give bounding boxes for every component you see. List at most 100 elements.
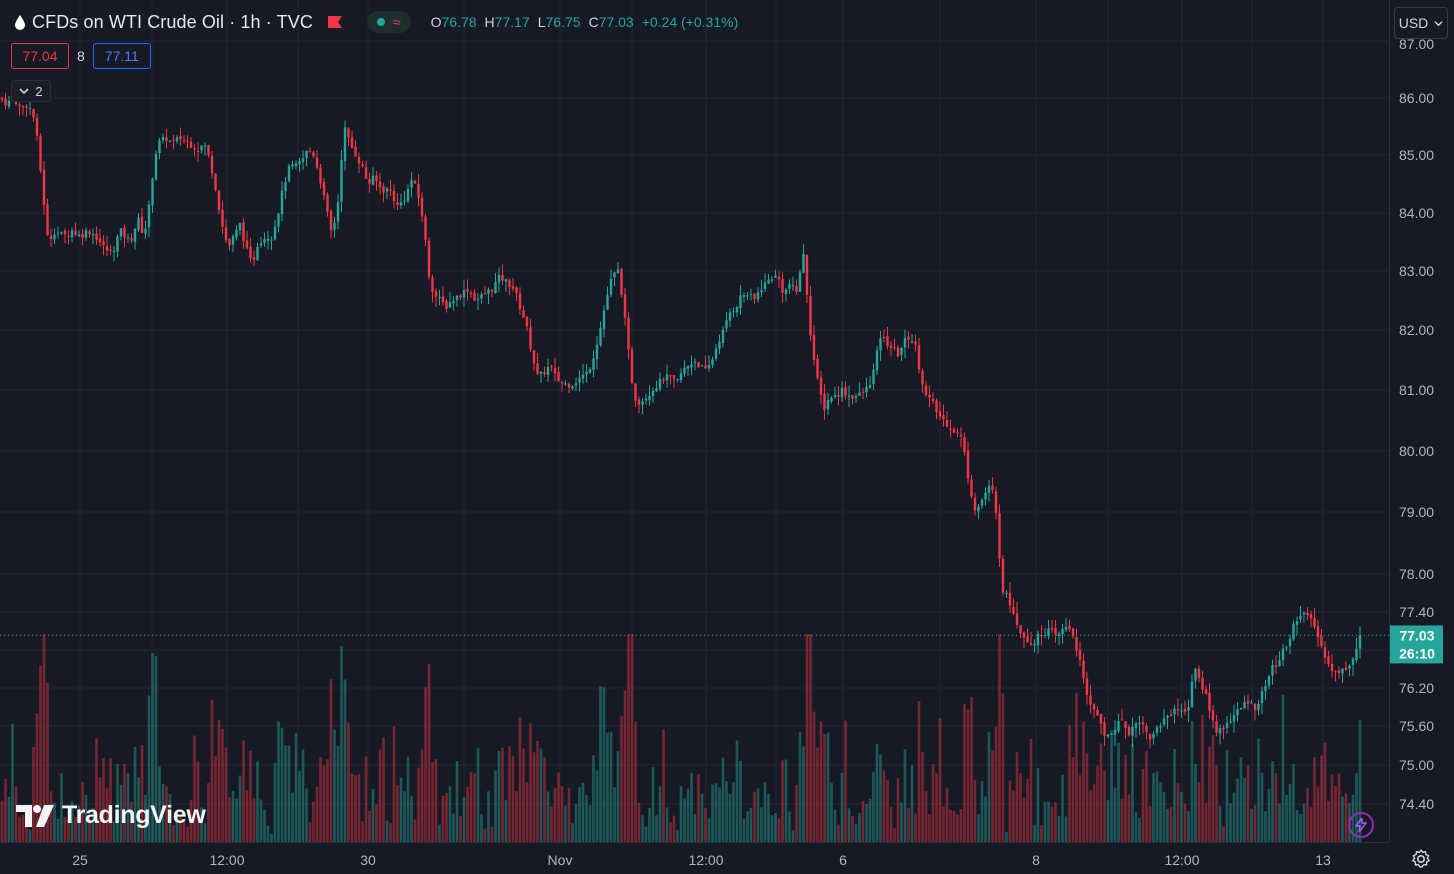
settings-gear-icon[interactable] [1410,848,1432,870]
indicators-toggle[interactable]: 2 [11,80,51,102]
candle-body [1085,678,1089,696]
volume-bar [1089,790,1092,842]
volume-bar [1281,694,1285,842]
volume-bar [102,758,105,842]
candle-body [1113,729,1117,736]
volume-bar [280,727,284,842]
volume-bar [378,749,382,842]
volume-bar [595,770,599,842]
volume-bar [175,814,179,842]
candle-body [1208,692,1211,711]
candle-body [1092,704,1096,710]
volume-bar [599,686,602,842]
spread-value: 8 [77,48,85,64]
candle-body [1054,628,1057,635]
volume-bar [767,793,770,842]
volume-bar [200,807,203,842]
volume-bar [389,823,392,842]
candle-body [1029,643,1033,645]
candle-body [595,344,599,360]
candle-body [1012,606,1015,614]
currency-select[interactable]: USD [1394,7,1448,39]
candle-body [49,235,53,240]
volume-bar [1162,791,1166,842]
candle-body [123,227,126,238]
candle-body [935,400,938,413]
volume-bar [718,787,721,842]
candle-body [546,367,550,375]
price-tick-label: 84.00 [1399,205,1434,221]
candle-body [1222,727,1225,730]
lightning-button[interactable] [1348,812,1374,838]
candles [0,89,1362,749]
candle-body [1148,733,1152,740]
volume-bar [935,772,938,842]
candle-body [644,398,648,401]
volume-bar [858,812,861,842]
price-tick-label: 83.00 [1399,263,1434,279]
candle-body [1288,638,1292,647]
volume-bar [973,779,977,842]
candle-body [217,190,221,210]
candle-body [175,137,179,142]
candle-body [1327,656,1330,665]
volume-bar [1316,786,1320,842]
volume-bar [473,773,476,842]
volume-bar [602,687,606,842]
symbol-title[interactable]: CFDs on WTI Crude Oil · 1h · TVC [32,11,313,32]
volume-bar [11,723,14,842]
candle-body [200,145,203,151]
candle-body [224,227,228,241]
candle-body [326,195,329,212]
volume-bar [749,807,753,842]
volume-bar [854,824,858,842]
candle-body [1330,664,1334,672]
candle-body [532,350,536,364]
candle-body [312,152,315,157]
volume-bar [245,790,249,842]
market-status-pill[interactable]: ≈ [366,11,411,33]
tradingview-logo[interactable]: TradingView [16,801,206,830]
volume-bar [1106,800,1110,842]
volume-bar [938,717,942,842]
candle-body [53,234,56,240]
time-axis[interactable]: 25 12:00 30 Nov 12:00 6 8 12:00 13 [72,852,1331,868]
candle-body [1309,614,1313,619]
candle-body [305,150,308,159]
candle-body [67,235,70,237]
volume-bar [119,784,123,842]
candle-body [574,383,578,386]
candle-body [704,365,707,369]
candle-body [560,382,564,384]
candle-body [1246,700,1250,704]
candle-body [914,341,917,345]
candle-body [805,254,809,295]
volume-bar [312,801,315,842]
volume-bar [238,775,242,842]
candle-body [781,278,784,293]
volume-bar [1330,774,1334,842]
quote-buttons: 77.04 8 77.11 [11,43,151,69]
volume-bar [613,787,616,842]
candle-body [1120,719,1124,721]
candle-body [984,492,987,500]
volume-bar [21,815,25,842]
volume-bar [1145,750,1148,842]
price-axis[interactable]: 87.00 86.00 85.00 84.00 83.00 82.00 81.00 80.00… [1399,36,1434,812]
volume-bar [1309,806,1313,842]
volume-bar [116,763,119,842]
candle-body [718,341,721,349]
sell-button[interactable]: 77.04 [11,43,69,69]
candle-body [497,274,501,283]
buy-button[interactable]: 77.11 [92,43,151,69]
price-tick-label: 77.40 [1399,604,1434,620]
candle-body [683,368,686,374]
candle-body [60,231,63,234]
flag-icon[interactable] [327,15,343,29]
volume-bar [1155,771,1159,842]
candle-body [1008,592,1012,606]
candle-body [462,289,466,298]
volume-bar [441,795,445,842]
candle-body [840,388,844,398]
